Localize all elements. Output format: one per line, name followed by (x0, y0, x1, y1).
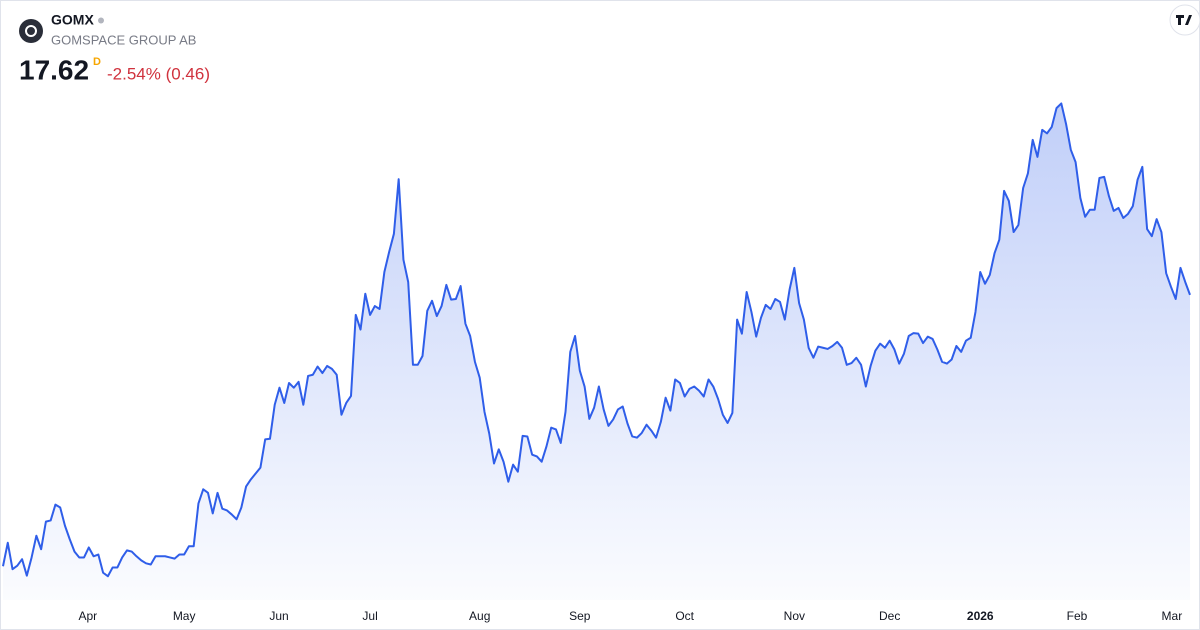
x-tick-label: Sep (569, 609, 591, 623)
x-tick-label: Dec (879, 609, 900, 623)
price-line (2, 102, 1191, 578)
x-tick-label: Oct (675, 609, 694, 623)
x-tick-label: Nov (784, 609, 805, 623)
brand-logo[interactable] (1169, 4, 1200, 36)
x-tick-label: 2026 (967, 609, 994, 623)
x-tick-label: Mar (1162, 609, 1183, 623)
plot-area: Apr May Jun Jul Aug Sep Oct Nov Dec 2026 Feb Mar (2, 102, 1191, 623)
interval: D (93, 56, 101, 68)
x-tick-label: Feb (1067, 609, 1088, 623)
x-tick-label: Jun (269, 609, 288, 623)
company-name: GOMSPACE GROUP AB (51, 32, 196, 47)
price: 17.62 (19, 54, 89, 85)
x-tick-label: Apr (79, 609, 98, 623)
change: -2.54% (0.46) (107, 64, 210, 83)
area-fill (3, 103, 1190, 601)
x-tick-label: Aug (469, 609, 490, 623)
symbol: GOMX (51, 12, 94, 28)
logo (19, 19, 43, 43)
x-tick-label: Jul (362, 609, 377, 623)
x-tick-label: May (173, 609, 196, 623)
status-dot (98, 17, 104, 24)
